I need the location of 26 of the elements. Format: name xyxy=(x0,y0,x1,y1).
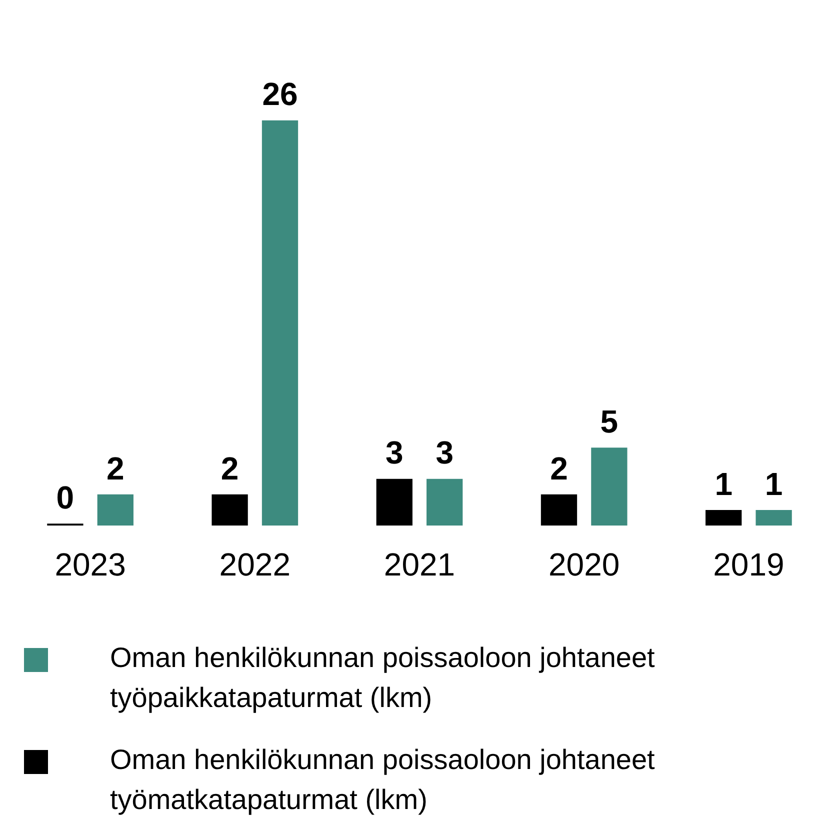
data-label: 2 xyxy=(106,450,124,486)
data-label: 5 xyxy=(600,403,618,440)
x-tick-label: 2020 xyxy=(548,546,620,583)
bar xyxy=(97,494,134,526)
x-tick-label: 2019 xyxy=(713,546,784,583)
data-label: 0 xyxy=(56,479,74,516)
legend-label: Oman henkilökunnan poissaoloon johtaneet työmatkatapaturmat (lkm) xyxy=(110,743,656,817)
data-label: 2 xyxy=(550,450,568,486)
bar xyxy=(426,478,463,526)
data-label: 3 xyxy=(436,434,454,471)
bar xyxy=(591,448,628,526)
bar xyxy=(706,510,742,526)
bar xyxy=(212,494,248,526)
data-label: 3 xyxy=(386,434,404,471)
bar xyxy=(756,510,792,526)
legend-label: Oman henkilökunnan poissaoloon johtaneet työpaikkatapaturmat (lkm) xyxy=(110,641,656,715)
x-tick-label: 2022 xyxy=(219,546,290,583)
bar xyxy=(540,494,578,526)
x-tick-label: 2023 xyxy=(54,546,126,583)
bar xyxy=(376,478,412,526)
data-label: 2 xyxy=(220,450,239,486)
bar xyxy=(262,120,298,526)
x-tick-label: 2021 xyxy=(384,546,456,583)
data-label: 1 xyxy=(714,466,732,502)
data-label: 26 xyxy=(262,76,298,112)
data-label: 1 xyxy=(764,466,783,502)
